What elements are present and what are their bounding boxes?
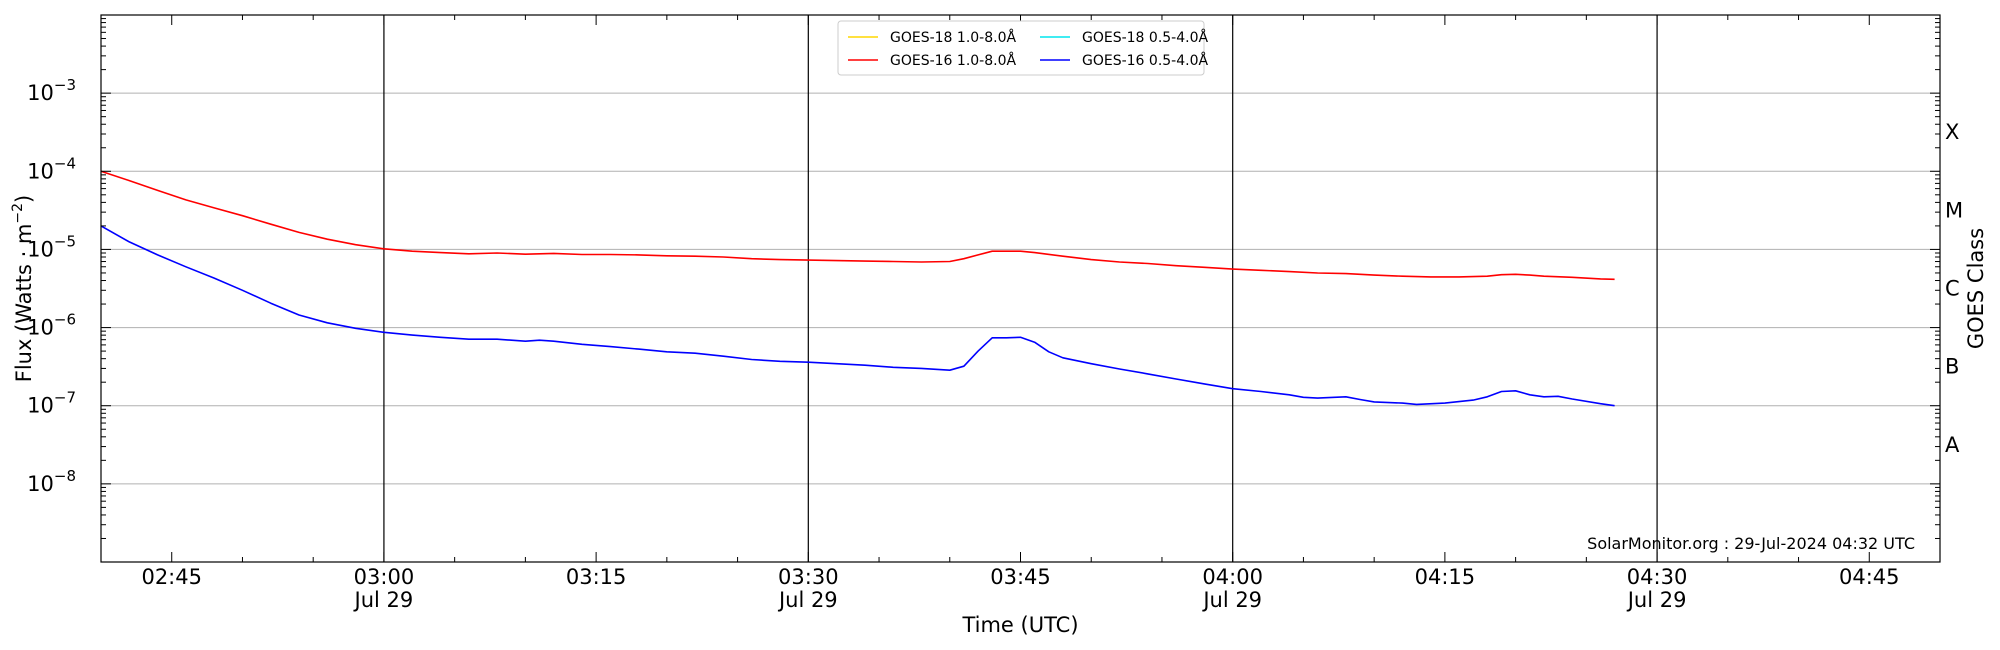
goes-class-labels: A B C M X: [1945, 120, 1963, 457]
y-axis-title-exponent: −2: [10, 203, 26, 224]
y-tick-label: 10−6: [27, 311, 76, 340]
legend-label: GOES-18 0.5-4.0Å: [1082, 29, 1208, 46]
y-tick-base: 10: [27, 159, 54, 183]
x-tick-date: Jul 29: [353, 588, 414, 612]
y-tick-exponent: −8: [54, 467, 76, 485]
x-tick-date: Jul 29: [1201, 588, 1262, 612]
y-tick-label: 10−7: [27, 389, 76, 418]
legend-label: GOES-16 1.0-8.0Å: [890, 52, 1016, 69]
x-tick-label: 03:15: [566, 565, 627, 589]
series-layer: [100, 170, 1615, 407]
plot-frame: [100, 14, 1941, 563]
series-line: [100, 170, 1615, 281]
legend-box: [837, 20, 1205, 76]
x-tick-label: 04:30: [1627, 565, 1688, 589]
legend: GOES-18 1.0-8.0Å GOES-18 0.5-4.0Å GOES-16 …: [837, 20, 1208, 76]
y-axis-title-close: ): [12, 195, 36, 203]
x-tick-label: 04:45: [1839, 565, 1900, 589]
y-tick-exponent: −4: [54, 154, 76, 172]
x-tick-label: 02:45: [141, 565, 202, 589]
y-tick-base: 10: [27, 81, 54, 105]
y-tick-exponent: −3: [54, 76, 76, 94]
y-tick-base: 10: [27, 316, 54, 340]
x-tick-label: 03:45: [990, 565, 1051, 589]
x-tick-date: Jul 29: [1626, 588, 1687, 612]
y-tick-label: 10−8: [27, 467, 76, 496]
goes-class-b: B: [1945, 355, 1959, 379]
y-axis-title-main: Flux (Watts · m: [12, 224, 36, 383]
y-tick-label: 10−5: [27, 232, 76, 261]
grid-layer: [101, 92, 1940, 485]
y-axis-ticks: 10−810−710−610−510−410−3: [27, 18, 1940, 563]
y-tick-exponent: −5: [54, 232, 76, 250]
series-line: [100, 225, 1615, 407]
footer-credit: SolarMonitor.org : 29-Jul-2024 04:32 UTC: [1587, 534, 1915, 553]
x-tick-label: 03:00: [354, 565, 415, 589]
x-tick-date: Jul 29: [777, 588, 838, 612]
legend-label: GOES-18 1.0-8.0Å: [890, 29, 1016, 46]
y-tick-exponent: −6: [54, 311, 76, 329]
y-tick-exponent: −7: [54, 389, 76, 407]
y-tick-base: 10: [27, 237, 54, 261]
goes-class-x: X: [1945, 120, 1959, 144]
goes-class-c: C: [1945, 277, 1960, 301]
y-axis-title: Flux (Watts · m−2): [10, 195, 36, 383]
y-tick-base: 10: [27, 472, 54, 496]
x-tick-label: 04:00: [1202, 565, 1263, 589]
goes-class-m: M: [1945, 198, 1963, 222]
x-tick-label: 04:15: [1415, 565, 1476, 589]
y-tick-base: 10: [27, 394, 54, 418]
goes-class-axis-title: GOES Class: [1964, 228, 1988, 349]
x-tick-label: 03:30: [778, 565, 839, 589]
legend-label: GOES-16 0.5-4.0Å: [1082, 52, 1208, 69]
y-tick-label: 10−3: [27, 76, 76, 105]
goes-class-a: A: [1945, 433, 1960, 457]
vertical-day-lines: [383, 15, 1658, 562]
y-tick-label: 10−4: [27, 154, 76, 183]
x-axis-title: Time (UTC): [961, 613, 1078, 637]
